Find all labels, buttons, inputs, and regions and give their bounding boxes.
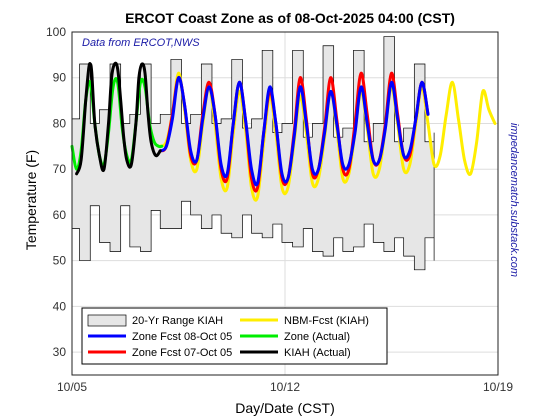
chart-title: ERCOT Coast Zone as of 08-Oct-2025 04:00… bbox=[125, 10, 455, 26]
y-tick-label: 70 bbox=[53, 162, 67, 176]
legend-label: Zone Fcst 07-Oct 05 bbox=[132, 347, 232, 359]
y-axis-label: Temperature (F) bbox=[23, 150, 39, 250]
y-tick-label: 40 bbox=[53, 299, 67, 313]
plot-frame bbox=[71, 31, 499, 376]
x-tick-label: 10/12 bbox=[270, 380, 300, 394]
legend: 20-Yr Range KIAH Zone Fcst 08-Oct 05 Zone … bbox=[81, 307, 388, 365]
y-tick-label: 60 bbox=[53, 208, 67, 222]
data-source-note: Data from ERCOT,NWS bbox=[82, 37, 200, 49]
legend-label: 20-Yr Range KIAH bbox=[132, 315, 223, 327]
series-lines bbox=[70, 61, 497, 202]
side-note: impedancematch.substack.com bbox=[508, 123, 520, 277]
legend-label: Zone Fcst 08-Oct 05 bbox=[132, 331, 232, 343]
x-axis-label: Day/Date (CST) bbox=[235, 400, 335, 416]
y-tick-label: 90 bbox=[53, 71, 67, 85]
y-tick-label: 50 bbox=[53, 254, 67, 268]
x-tick-label: 10/19 bbox=[483, 380, 513, 394]
x-tick-label: 10/05 bbox=[57, 380, 87, 394]
legend-label: Zone (Actual) bbox=[284, 331, 350, 343]
legend-box bbox=[81, 307, 388, 365]
series-line bbox=[158, 76, 430, 187]
y-tick-label: 30 bbox=[53, 345, 67, 359]
y-axis-ticks: 30 40 50 60 70 80 90 100 bbox=[46, 25, 66, 359]
range-band-area bbox=[71, 36, 435, 271]
y-tick-label: 80 bbox=[53, 116, 67, 130]
y-tick-label: 100 bbox=[46, 25, 66, 39]
legend-label: KIAH (Actual) bbox=[284, 347, 351, 359]
legend-swatch bbox=[87, 314, 127, 327]
x-axis-ticks: 10/05 10/12 10/19 bbox=[57, 380, 513, 394]
series-line bbox=[75, 61, 162, 176]
range-band bbox=[71, 36, 435, 271]
legend-label: NBM-Fcst (KIAH) bbox=[284, 315, 369, 327]
